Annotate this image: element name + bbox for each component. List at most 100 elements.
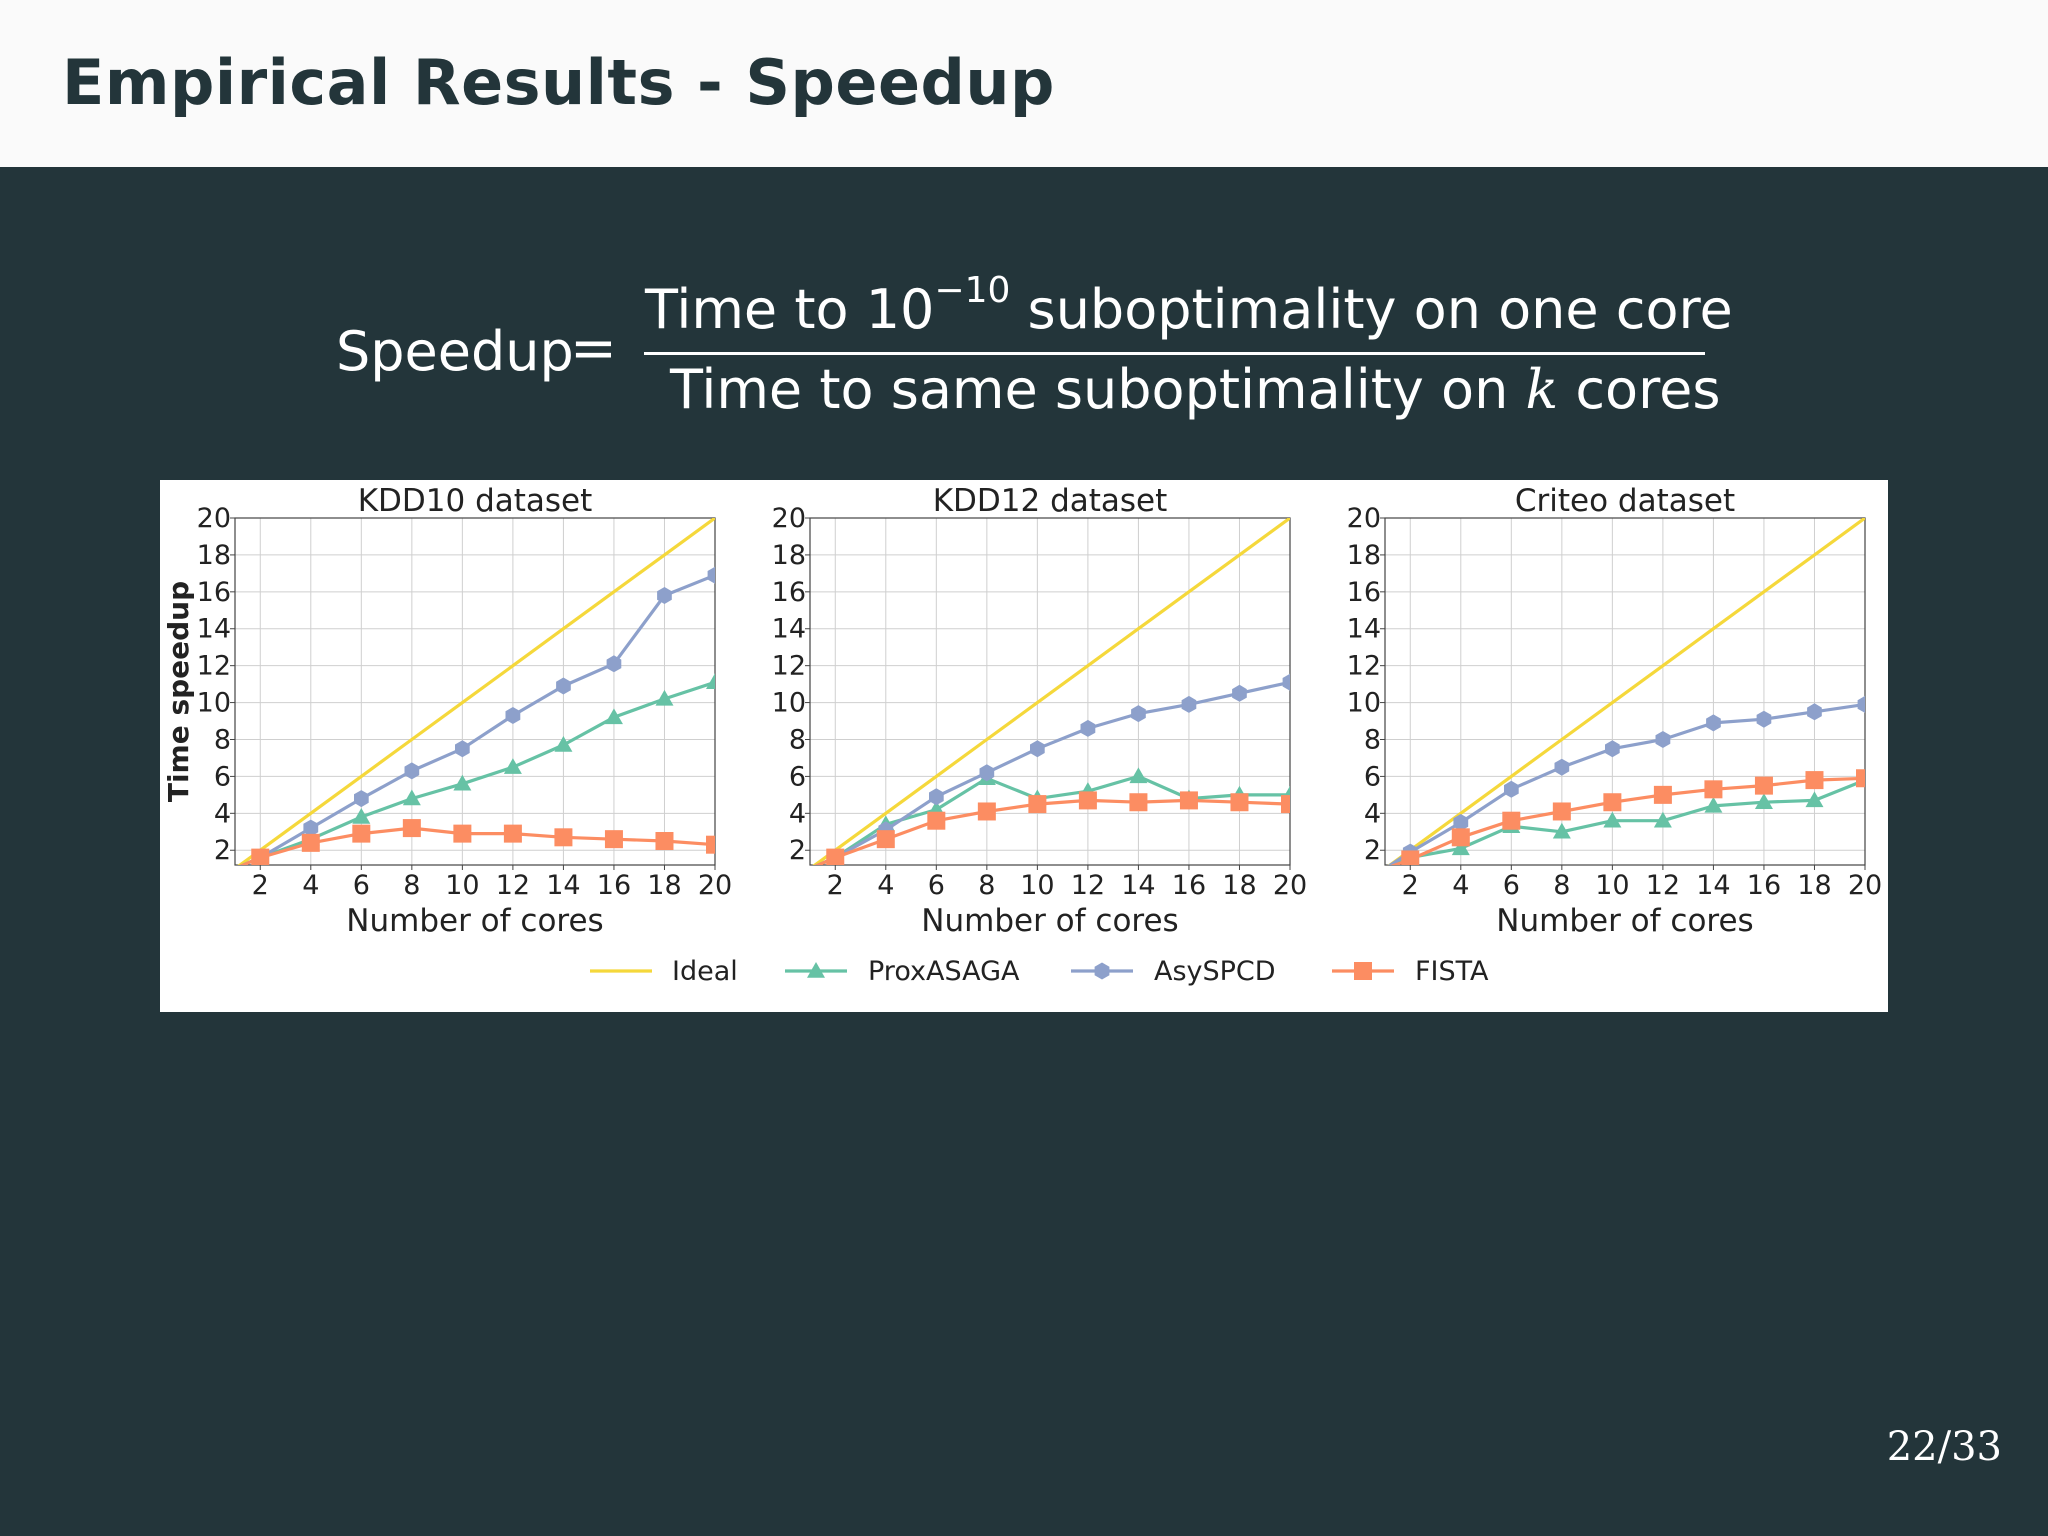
series-ideal [812,518,1290,865]
chart-title: Criteo dataset [1515,483,1735,519]
data-point-fista [927,811,946,830]
series-ideal [237,518,715,865]
plot-frame [1384,517,1866,866]
speedup-figure: 2 4 6 8 10 12 14 16 18 20 2 4 6 8 10 12 14 16 18 20 KDD10 da… [160,480,1888,1012]
data-point-fista [1502,811,1521,830]
y-tick-label: 16 [197,577,231,608]
data-point-asyspcd [505,707,521,724]
data-point-fista [1856,769,1865,788]
series-line-ideal [812,518,1290,865]
chart-title: KDD10 dataset [358,483,593,519]
y-tick-label: 12 [772,651,806,682]
data-point-asyspcd [1554,758,1570,776]
legend-label: FISTA [1415,956,1489,987]
data-point-fista [655,832,674,851]
x-tick-label: 10 [445,870,479,901]
speedup-charts-svg: 2 4 6 8 10 12 14 16 18 20 2 4 6 8 10 12 14 16 18 20 KDD10 da… [162,483,1882,987]
data-point-fista [503,824,522,843]
series-proxasaga [814,767,1290,865]
data-point-asyspcd [1605,740,1620,758]
data-point-asyspcd [1807,703,1822,721]
y-tick-label: 4 [214,798,231,829]
data-point-asyspcd [929,788,944,806]
data-point-fista [1653,785,1672,804]
x-tick-label: 20 [1273,870,1307,901]
legend-label: Ideal [672,956,738,987]
data-point-proxasaga [1552,822,1571,839]
series-line-ideal [1387,518,1865,865]
x-tick-label: 6 [1503,870,1520,901]
formula-lhs: Speedup [336,320,574,383]
numerator-prefix: Time to 10 [645,278,935,341]
data-point-asyspcd [1655,731,1671,748]
y-tick-label: 18 [1347,540,1381,571]
data-point-asyspcd [1453,814,1469,831]
x-tick-label: 12 [496,870,530,901]
data-point-fista [1552,802,1571,821]
legend-label: ProxASAGA [868,956,1020,987]
data-point-proxasaga [706,673,715,690]
data-point-fista [352,824,371,843]
data-point-proxasaga [554,736,573,752]
y-tick-label: 6 [789,761,806,792]
y-tick-label: 4 [1364,798,1381,829]
x-tick-label: 6 [928,870,945,901]
numerator-exponent: −10 [934,270,1011,311]
y-tick-label: 14 [197,614,231,645]
data-point-proxasaga [352,808,371,824]
data-point-proxasaga [402,789,421,806]
series-asyspcd [239,566,715,865]
x-tick-label: 8 [978,870,995,901]
data-point-fista [706,835,715,854]
data-point-proxasaga [1805,791,1824,808]
denominator-var: k [1525,358,1559,421]
y-tick-label: 8 [1364,724,1381,755]
data-point-asyspcd [354,790,369,808]
data-point-asyspcd [606,655,622,673]
data-point-proxasaga [1129,767,1148,784]
x-tick-label: 18 [1797,870,1831,901]
plot-frame [809,517,1291,866]
x-tick-label: 20 [1848,870,1882,901]
data-point-fista [977,802,996,821]
data-point-fista [876,830,895,849]
y-tick-label: 10 [772,688,806,719]
x-tick-label: 14 [1696,870,1730,901]
formula-numerator: Time to 10−10 suboptimality on one core [645,270,1733,341]
denominator-prefix: Time to same suboptimality on [670,358,1526,421]
data-point-fista [453,824,472,843]
y-tick-label: 2 [789,835,806,866]
data-point-fista [1603,793,1622,812]
data-point-fista [1281,795,1290,814]
data-point-fista [301,833,320,852]
y-tick-label: 10 [197,688,231,719]
data-point-asyspcd [1504,780,1519,798]
series-asyspcd [1387,695,1865,865]
x-tick-label: 4 [302,870,319,901]
series-line-ideal [237,518,715,865]
plot-frame [234,517,716,866]
x-tick-label: 8 [1553,870,1570,901]
y-axis-label: Time speedup [162,581,195,802]
y-tick-label: 16 [1347,577,1381,608]
chart-title: KDD12 dataset [933,483,1168,519]
data-point-asyspcd [1756,710,1772,728]
x-tick-label: 4 [877,870,894,901]
slide-title: Empirical Results - Speedup [62,46,1055,119]
y-tick-label: 20 [197,503,231,534]
data-point-fista [554,828,573,847]
data-point-fista [1401,850,1420,865]
legend-label: AsySPCD [1154,956,1276,987]
data-point-proxasaga [1603,811,1622,828]
data-point-asyspcd [1131,705,1146,723]
y-tick-label: 16 [772,577,806,608]
data-point-fista [1078,791,1097,810]
y-tick-label: 12 [1347,651,1381,682]
x-tick-label: 16 [1172,870,1206,901]
data-point-fista [1129,793,1148,812]
data-point-asyspcd [1857,695,1865,713]
data-point-asyspcd [707,566,715,584]
data-point-fista [826,848,845,865]
x-tick-label: 10 [1020,870,1054,901]
y-tick-label: 18 [197,540,231,571]
